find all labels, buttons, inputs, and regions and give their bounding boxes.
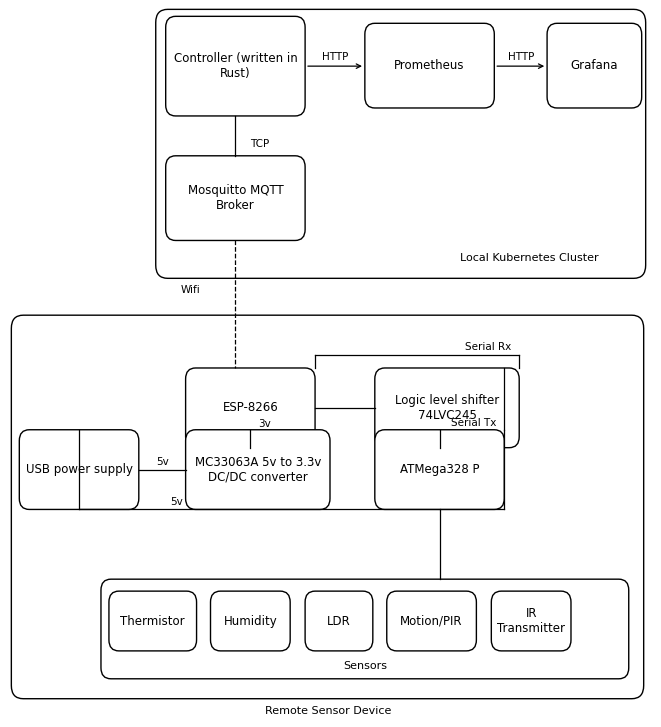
Text: Serial Rx: Serial Rx: [465, 342, 511, 352]
FancyBboxPatch shape: [186, 430, 330, 510]
Text: 5v: 5v: [157, 457, 169, 467]
Text: 3v: 3v: [258, 419, 271, 429]
Text: Sensors: Sensors: [343, 661, 387, 671]
FancyBboxPatch shape: [365, 23, 494, 108]
Text: Serial Tx: Serial Tx: [451, 418, 497, 427]
FancyBboxPatch shape: [375, 368, 519, 448]
Text: Logic level shifter
74LVC245: Logic level shifter 74LVC245: [395, 394, 499, 422]
Text: Thermistor: Thermistor: [120, 614, 185, 627]
Text: MC33063A 5v to 3.3v
DC/DC converter: MC33063A 5v to 3.3v DC/DC converter: [194, 456, 321, 483]
Text: ESP-8266: ESP-8266: [223, 401, 278, 414]
Text: HTTP: HTTP: [508, 52, 534, 63]
Text: 5v: 5v: [171, 497, 183, 507]
Text: Local Kubernetes Cluster: Local Kubernetes Cluster: [460, 254, 598, 263]
FancyBboxPatch shape: [491, 591, 571, 651]
Text: Remote Sensor Device: Remote Sensor Device: [265, 706, 391, 715]
FancyBboxPatch shape: [305, 591, 373, 651]
Text: Grafana: Grafana: [570, 59, 618, 72]
FancyBboxPatch shape: [186, 368, 315, 448]
FancyBboxPatch shape: [19, 430, 139, 510]
Text: IR
Transmitter: IR Transmitter: [497, 607, 565, 635]
Text: Humidity: Humidity: [223, 614, 277, 627]
FancyBboxPatch shape: [375, 430, 504, 510]
Text: Mosquitto MQTT
Broker: Mosquitto MQTT Broker: [188, 184, 284, 212]
Text: USB power supply: USB power supply: [26, 463, 133, 476]
FancyBboxPatch shape: [387, 591, 477, 651]
Text: Prometheus: Prometheus: [395, 59, 465, 72]
Text: ATMega328 P: ATMega328 P: [400, 463, 479, 476]
Text: Wifi: Wifi: [180, 285, 200, 295]
FancyBboxPatch shape: [166, 156, 305, 241]
FancyBboxPatch shape: [547, 23, 642, 108]
Text: Controller (written in
Rust): Controller (written in Rust): [174, 52, 297, 80]
Text: TCP: TCP: [251, 139, 270, 149]
FancyBboxPatch shape: [109, 591, 196, 651]
Text: LDR: LDR: [327, 614, 351, 627]
Text: HTTP: HTTP: [322, 52, 348, 63]
FancyBboxPatch shape: [166, 16, 305, 116]
Text: Motion/PIR: Motion/PIR: [401, 614, 463, 627]
FancyBboxPatch shape: [210, 591, 290, 651]
